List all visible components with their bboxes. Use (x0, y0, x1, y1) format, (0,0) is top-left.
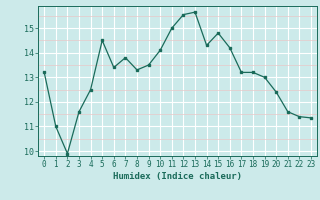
X-axis label: Humidex (Indice chaleur): Humidex (Indice chaleur) (113, 172, 242, 181)
